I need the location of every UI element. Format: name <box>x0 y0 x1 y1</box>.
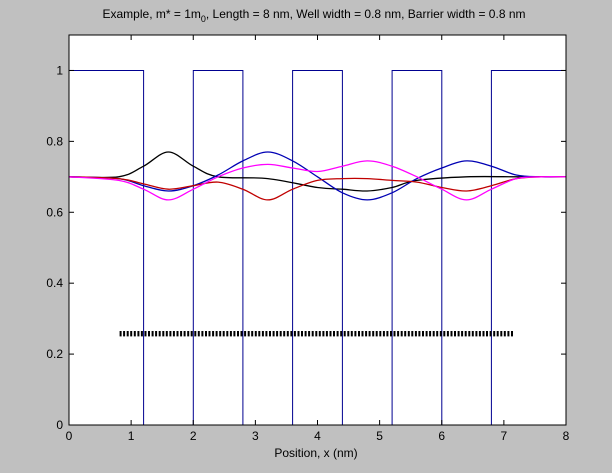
x-tick-label: 7 <box>501 429 508 443</box>
axes-box <box>68 34 567 426</box>
series-4-line <box>68 160 567 201</box>
x-tick-label: 6 <box>438 429 445 443</box>
chart-title: Example, m* = 1m0, Length = 8 nm, Well w… <box>103 7 526 24</box>
y-tick-label: 0.4 <box>46 276 63 290</box>
x-tick-label: 2 <box>190 429 197 443</box>
y-tick-label: 0.2 <box>46 347 63 361</box>
y-tick-label: 1 <box>56 63 63 77</box>
series-3-line <box>68 176 567 201</box>
x-tick-label: 1 <box>128 429 135 443</box>
plot-area <box>69 35 566 425</box>
series-2-line <box>68 151 567 201</box>
y-tick-label: 0.8 <box>46 134 63 148</box>
y-tick-label: 0 <box>56 418 63 432</box>
series-1-line <box>68 151 566 192</box>
x-tick-label: 5 <box>376 429 383 443</box>
y-tick-label: 0.6 <box>46 205 63 219</box>
x-tick-label: 8 <box>563 429 570 443</box>
chart-title-subscript: 0 <box>201 14 206 24</box>
x-tick-label: 0 <box>66 429 73 443</box>
x-tick-label: 3 <box>252 429 259 443</box>
x-axis-label: Position, x (nm) <box>274 446 357 460</box>
x-tick-label: 4 <box>314 429 321 443</box>
